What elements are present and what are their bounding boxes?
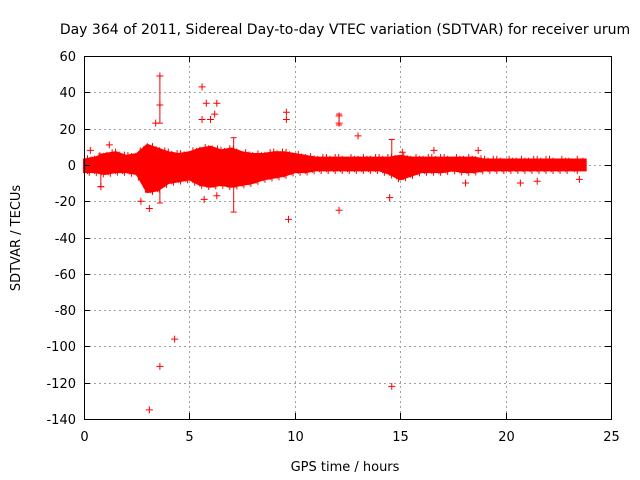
data-point (206, 116, 214, 124)
data-point (137, 197, 145, 205)
x-tick-labels: 0 5 10 15 20 25 (80, 430, 619, 445)
tick-layer (84, 56, 612, 420)
data-point (388, 382, 396, 390)
data-point (462, 179, 470, 187)
data-point (284, 215, 292, 223)
data-point (145, 204, 153, 212)
data-point (198, 116, 206, 124)
data-point (152, 119, 160, 127)
data-point (145, 406, 153, 414)
data-point (430, 146, 438, 154)
y-tick-label: -40 (55, 232, 76, 247)
data-point (200, 195, 208, 203)
data-point (335, 112, 343, 120)
x-tick-label: 20 (498, 430, 515, 445)
data-point (105, 141, 113, 149)
y-axis-label: SDTVAR / TECUs (9, 185, 24, 292)
data-point (156, 72, 164, 80)
data-point (575, 175, 583, 183)
y-tick-label: -80 (55, 304, 76, 319)
x-tick-label: 5 (185, 430, 193, 445)
data-point (335, 119, 343, 127)
data-point (386, 194, 394, 202)
chart-title: Day 364 of 2011, Sidereal Day-to-day VTE… (60, 22, 630, 38)
data-point (516, 179, 524, 187)
data-point (282, 116, 290, 124)
x-tick-label: 10 (287, 430, 304, 445)
data-band-layer (83, 143, 587, 195)
y-tick-label: -100 (46, 340, 76, 355)
data-point (213, 99, 221, 107)
data-point (86, 146, 94, 154)
y-tick-labels: 60 40 20 0 -20 -40 -60 -80 -100 -120 -140 (46, 50, 76, 428)
y-tick-label: 20 (59, 123, 76, 138)
error-bar-layer (97, 75, 395, 213)
y-tick-label: 60 (59, 50, 76, 65)
data-point (354, 132, 362, 140)
x-tick-label: 15 (392, 430, 409, 445)
outlier-layer (86, 72, 583, 414)
y-tick-label: -60 (55, 268, 76, 283)
data-point (335, 206, 343, 214)
grid-layer (84, 56, 611, 419)
x-tick-label: 25 (603, 430, 620, 445)
y-tick-label: -120 (46, 377, 76, 392)
data-point (282, 108, 290, 116)
data-point (156, 101, 164, 109)
data-point (171, 335, 179, 343)
data-point (474, 146, 482, 154)
plot-frame (84, 56, 612, 420)
data-point (97, 183, 105, 191)
x-tick-label: 0 (80, 430, 88, 445)
data-point (198, 83, 206, 91)
data-point (213, 192, 221, 200)
data-point (398, 148, 406, 156)
y-tick-label: -20 (55, 195, 76, 210)
y-tick-label: -140 (46, 413, 76, 428)
y-tick-label: 0 (68, 159, 76, 174)
y-tick-label: 40 (59, 86, 76, 101)
data-point (156, 362, 164, 370)
data-point (533, 177, 541, 185)
data-point (211, 110, 219, 118)
data-point (202, 99, 210, 107)
x-axis-label: GPS time / hours (291, 460, 400, 475)
